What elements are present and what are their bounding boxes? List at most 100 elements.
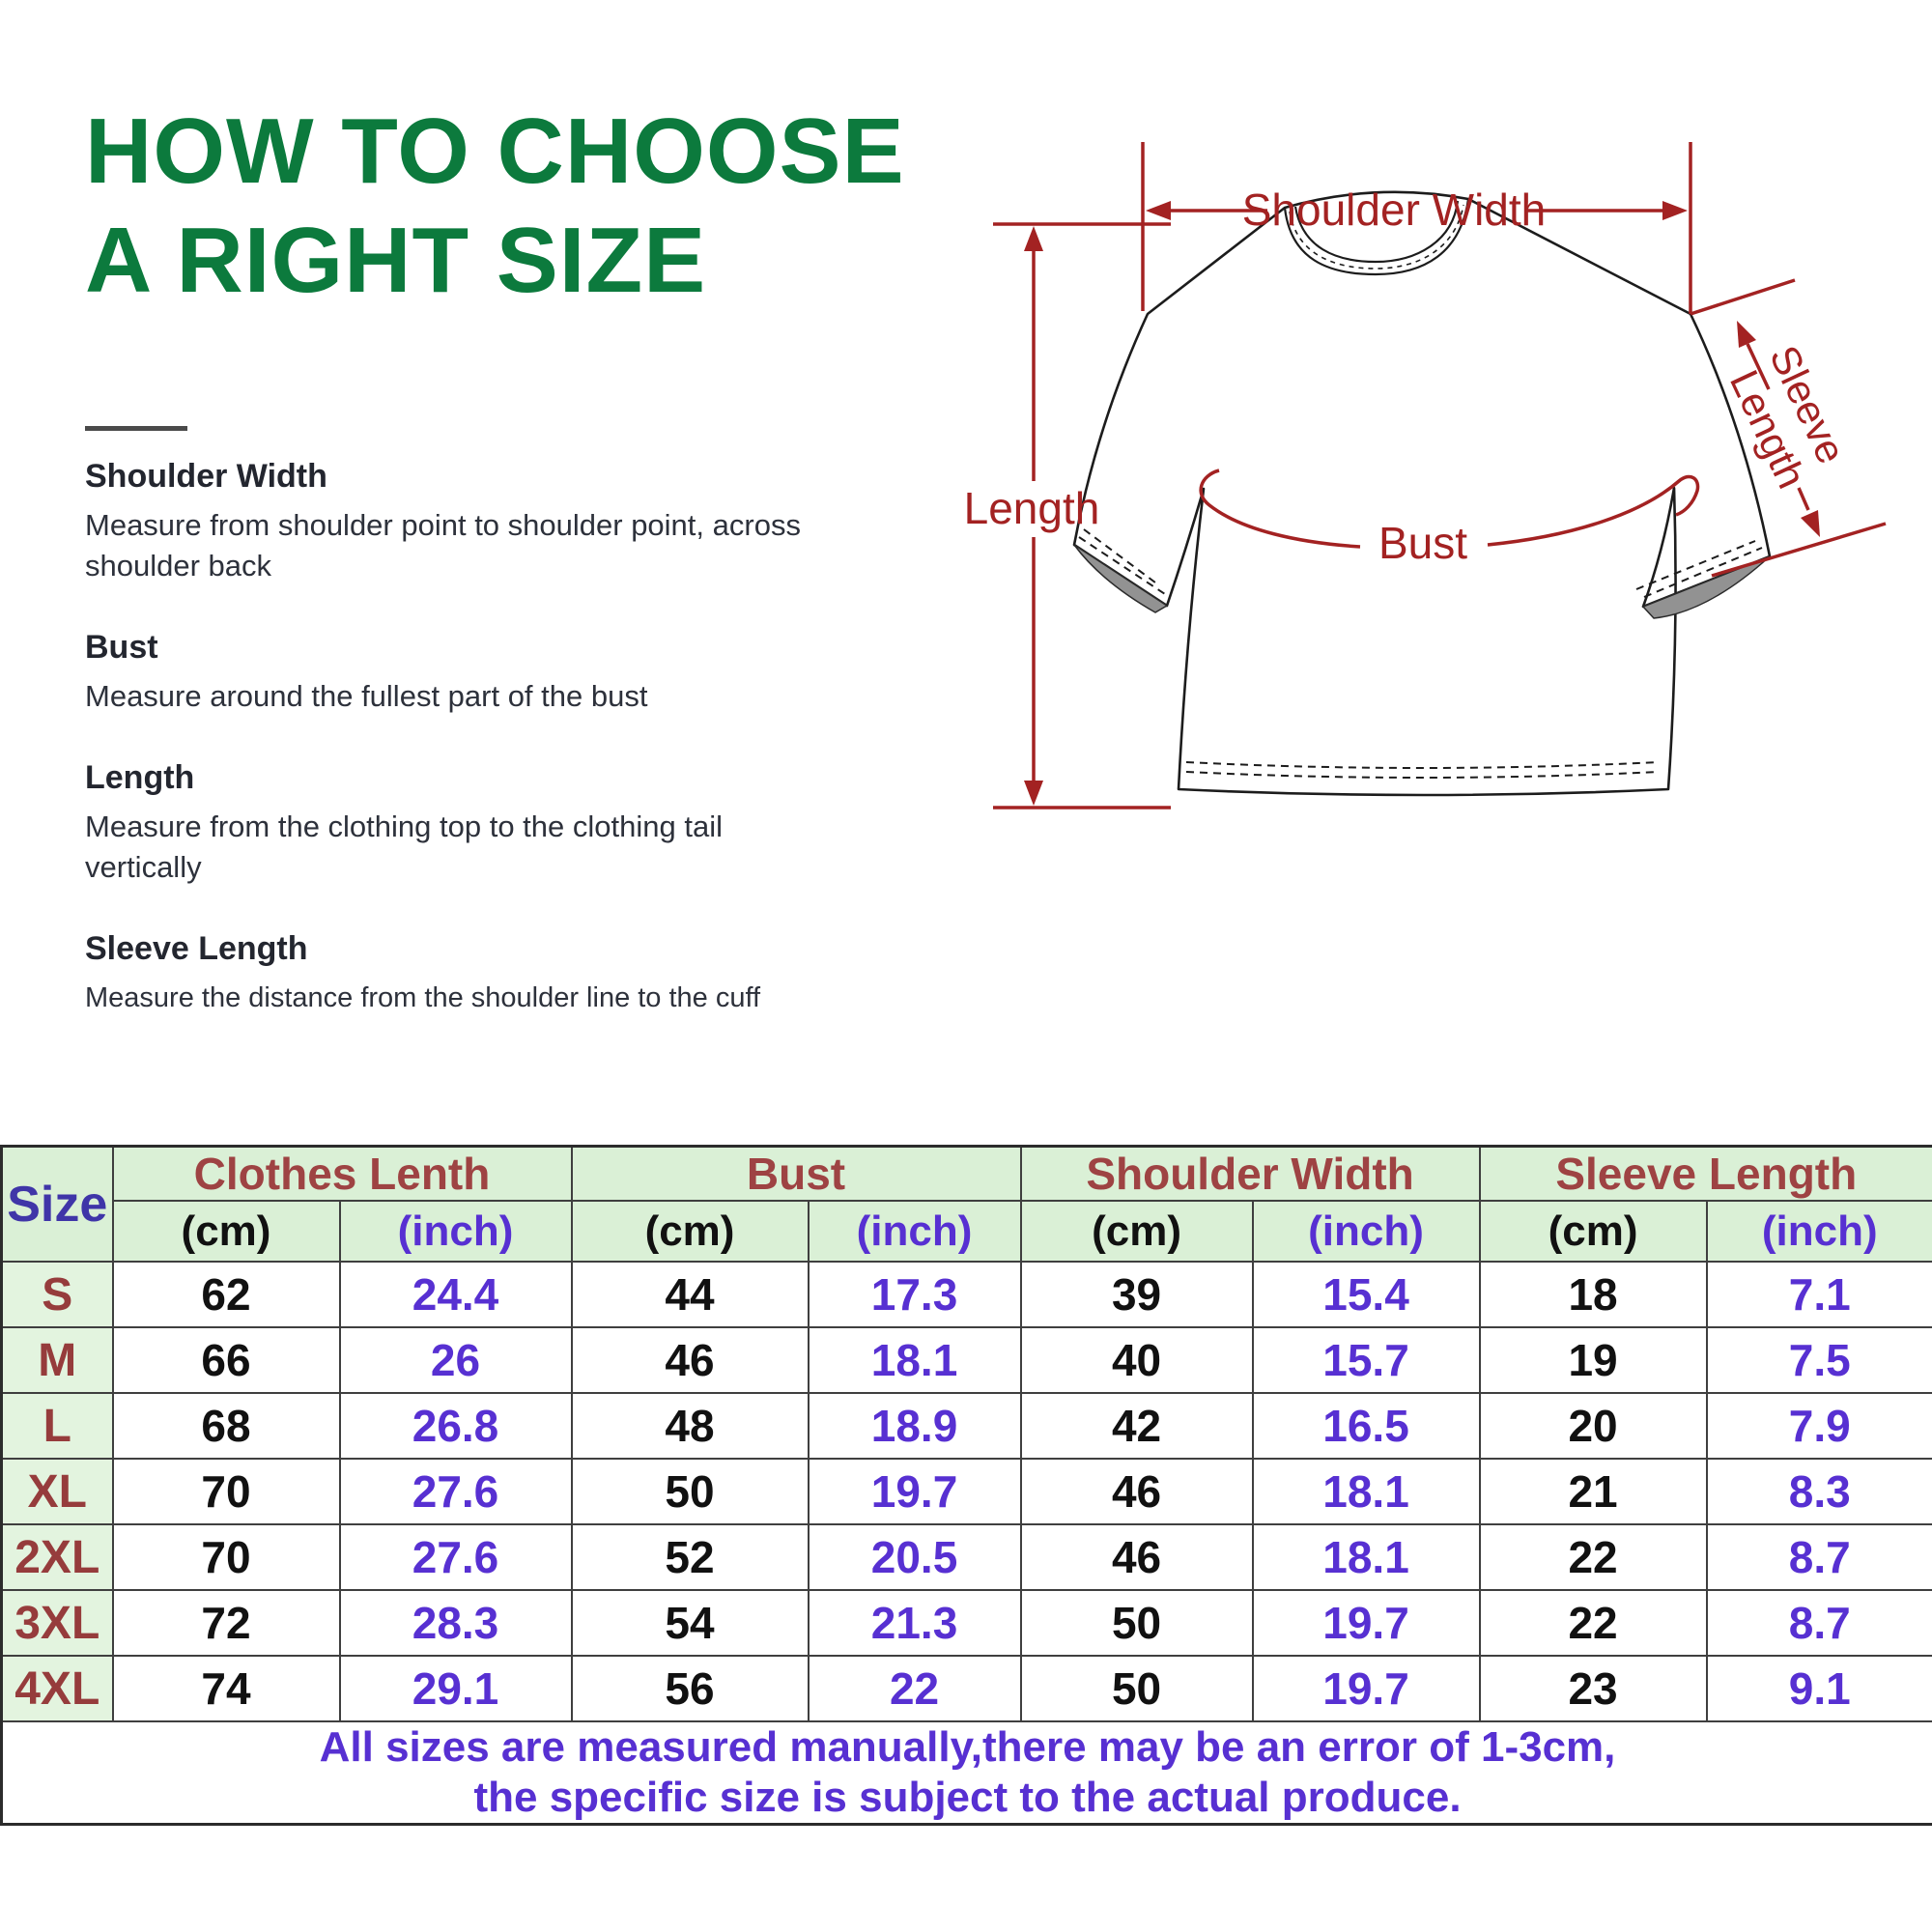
size-column-header: Size [0, 1145, 114, 1263]
cm-value: 68 [111, 1392, 341, 1460]
inch-value: 8.7 [1705, 1589, 1932, 1657]
table-row: XL 70 27.6 50 19.7 46 18.1 21 8.3 [0, 1458, 1932, 1525]
inch-value: 7.1 [1705, 1261, 1932, 1328]
instruction-heading: Length [85, 759, 195, 796]
instruction-text: Measure the distance from the shoulder l… [85, 982, 761, 1013]
sleeve-length-measure-arrow: Sleeve Length [1690, 278, 1887, 578]
left-cuff-hem [1073, 544, 1169, 613]
cm-value: 62 [111, 1261, 341, 1328]
cm-value: 50 [1019, 1655, 1254, 1722]
cm-value: 56 [570, 1655, 810, 1722]
size-label: L [0, 1392, 114, 1460]
cm-value: 46 [1019, 1523, 1254, 1591]
page-title-line2: A RIGHT SIZE [85, 209, 707, 312]
cm-value: 46 [1019, 1458, 1254, 1525]
size-label: 4XL [0, 1655, 114, 1722]
unit-cm-header: (cm) [111, 1200, 341, 1263]
inch-value: 18.1 [807, 1326, 1022, 1394]
cm-value: 44 [570, 1261, 810, 1328]
inch-value: 9.1 [1705, 1655, 1932, 1722]
shoulder-width-header: Shoulder Width [1019, 1145, 1481, 1202]
inch-value: 15.7 [1251, 1326, 1481, 1394]
cm-value: 74 [111, 1655, 341, 1722]
inch-value: 18.1 [1251, 1523, 1481, 1591]
cm-value: 48 [570, 1392, 810, 1460]
arrow-left-icon [1146, 201, 1171, 220]
size-note-line1: All sizes are measured manually,there ma… [319, 1723, 1616, 1771]
cm-value: 66 [111, 1326, 341, 1394]
inch-value: 22 [807, 1655, 1022, 1722]
clothes-length-header: Clothes Lenth [111, 1145, 573, 1202]
inch-value: 18.1 [1251, 1458, 1481, 1525]
instruction-heading: Bust [85, 629, 158, 666]
size-label: M [0, 1326, 114, 1394]
unit-inch-header: (inch) [338, 1200, 573, 1263]
size-label: XL [0, 1458, 114, 1525]
collar-inner-curve [1293, 200, 1460, 264]
arrow-up-left-icon [1737, 321, 1756, 348]
table-row: 2XL 70 27.6 52 20.5 46 18.1 22 8.7 [0, 1523, 1932, 1591]
length-label: Length [964, 483, 1100, 533]
unit-cm-header: (cm) [570, 1200, 810, 1263]
size-note: All sizes are measured manually,there ma… [0, 1720, 1932, 1826]
sleeve-length-label: Sleeve Length [1719, 339, 1859, 500]
cm-value: 52 [570, 1523, 810, 1591]
page-title-line1: HOW TO CHOOSE [85, 99, 905, 203]
cm-value: 50 [1019, 1589, 1254, 1657]
instruction-bust: Bust Measure around the fullest part of … [85, 629, 808, 717]
size-label: S [0, 1261, 114, 1328]
inch-value: 8.7 [1705, 1523, 1932, 1591]
inch-value: 18.9 [807, 1392, 1022, 1460]
cm-value: 19 [1478, 1326, 1708, 1394]
inch-value: 24.4 [338, 1261, 573, 1328]
inch-value: 19.7 [1251, 1655, 1481, 1722]
bottom-hem-stitch-line [1185, 761, 1659, 769]
instruction-text: Measure from shoulder point to shoulder … [85, 508, 801, 582]
right-cuff-hem [1641, 555, 1771, 619]
cm-value: 70 [111, 1523, 341, 1591]
size-chart-table: Size Clothes Lenth Bust Shoulder Width S… [0, 1145, 1932, 1826]
cm-value: 72 [111, 1589, 341, 1657]
table-row: 4XL 74 29.1 56 22 50 19.7 23 9.1 [0, 1655, 1932, 1722]
inch-value: 17.3 [807, 1261, 1022, 1328]
inch-value: 15.4 [1251, 1261, 1481, 1328]
inch-value: 26.8 [338, 1392, 573, 1460]
inch-value: 19.7 [1251, 1589, 1481, 1657]
shoulder-width-label: Shoulder Width [1242, 185, 1547, 235]
bottom-hem-stitch-line [1185, 771, 1659, 779]
cm-value: 54 [570, 1589, 810, 1657]
table-row: L 68 26.8 48 18.9 42 16.5 20 7.9 [0, 1392, 1932, 1460]
cm-value: 18 [1478, 1261, 1708, 1328]
size-label: 2XL [0, 1523, 114, 1591]
inch-value: 19.7 [807, 1458, 1022, 1525]
cm-value: 20 [1478, 1392, 1708, 1460]
cm-value: 39 [1019, 1261, 1254, 1328]
inch-value: 29.1 [338, 1655, 573, 1722]
table-row: 3XL 72 28.3 54 21.3 50 19.7 22 8.7 [0, 1589, 1932, 1657]
right-cuff-stitch-line [1635, 540, 1756, 590]
title-divider [85, 426, 187, 431]
inch-value: 8.3 [1705, 1458, 1932, 1525]
size-note-line2: the specific size is subject to the actu… [473, 1774, 1462, 1821]
unit-inch-header: (inch) [1705, 1200, 1932, 1263]
page-title: HOW TO CHOOSE A RIGHT SIZE [85, 97, 905, 315]
instruction-shoulder-width: Shoulder Width Measure from shoulder poi… [85, 458, 808, 586]
left-cuff-stitch-line [1083, 528, 1160, 586]
cm-value: 40 [1019, 1326, 1254, 1394]
instruction-length: Length Measure from the clothing top to … [85, 759, 808, 888]
collar-stitch-line [1289, 204, 1464, 270]
bust-label: Bust [1378, 518, 1467, 568]
bust-header: Bust [570, 1145, 1022, 1202]
inch-value: 27.6 [338, 1458, 573, 1525]
inch-value: 27.6 [338, 1523, 573, 1591]
cm-value: 22 [1478, 1589, 1708, 1657]
sleeve-length-header: Sleeve Length [1478, 1145, 1932, 1202]
inch-value: 26 [338, 1326, 573, 1394]
left-cuff-stitch-line [1078, 536, 1166, 595]
arrow-down-icon [1024, 781, 1043, 806]
arrow-right-icon [1662, 201, 1688, 220]
measurement-instructions: Shoulder Width Measure from shoulder poi… [85, 458, 808, 1061]
arrow-up-icon [1024, 226, 1043, 251]
size-label: 3XL [0, 1589, 114, 1657]
